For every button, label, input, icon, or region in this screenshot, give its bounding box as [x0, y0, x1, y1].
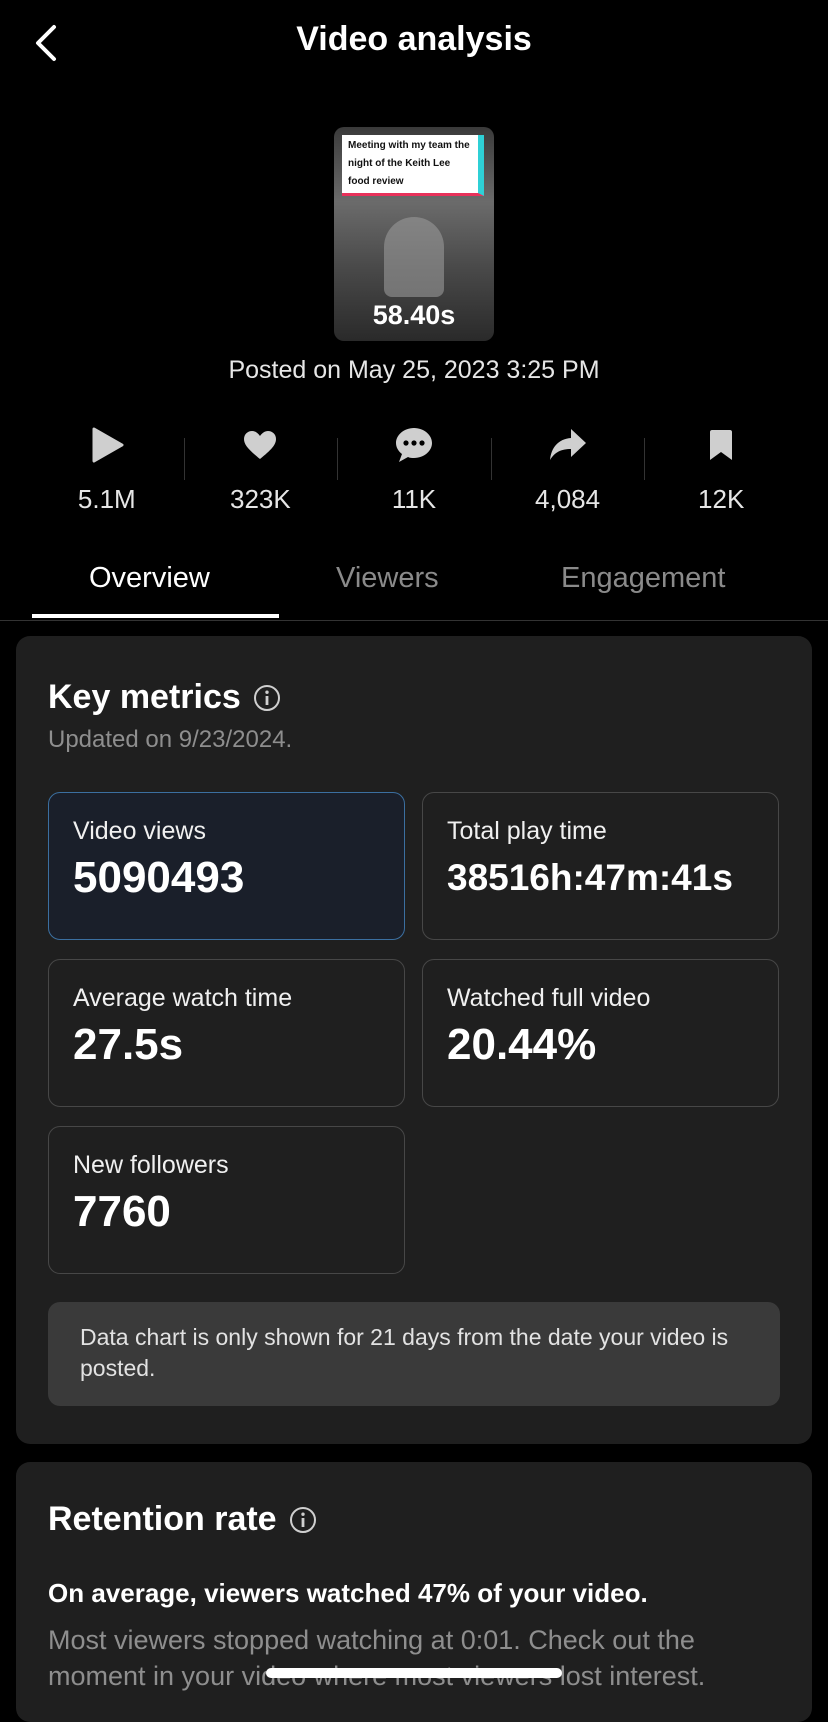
metric-label: New followers: [73, 1151, 229, 1179]
chevron-left-icon: [36, 25, 56, 61]
section-title: Key metrics: [48, 678, 281, 717]
back-button[interactable]: [26, 20, 66, 66]
retention-title: Retention rate: [48, 1500, 277, 1538]
metric-label: Video views: [73, 817, 206, 845]
metric-new-followers[interactable]: New followers 7760: [48, 1126, 405, 1274]
metric-value: 27.5s: [73, 1020, 184, 1069]
info-icon[interactable]: [289, 1506, 317, 1534]
metric-value: 5090493: [73, 853, 245, 902]
stat-value: 5.1M: [77, 484, 136, 514]
page-title: Video analysis: [296, 20, 532, 58]
tab-viewers[interactable]: Viewers: [336, 562, 439, 594]
stat-views: 5.1M: [30, 420, 184, 520]
stat-value: 323K: [230, 484, 291, 514]
posted-date: Posted on May 25, 2023 3:25 PM: [228, 356, 600, 384]
key-metrics-title: Key metrics: [48, 678, 241, 716]
thumbnail-image: [384, 217, 444, 297]
share-icon: [491, 420, 645, 470]
stat-value: 12K: [698, 484, 745, 514]
metric-label: Watched full video: [447, 984, 651, 1012]
stat-likes: 323K: [183, 420, 338, 520]
home-indicator: [266, 1668, 562, 1678]
tab-overview[interactable]: Overview: [89, 562, 210, 594]
heart-icon: [184, 420, 338, 470]
video-thumbnail[interactable]: Meeting with my team the night of the Ke…: [334, 127, 494, 341]
retention-summary: On average, viewers watched 47% of your …: [48, 1578, 648, 1608]
tab-engagement[interactable]: Engagement: [561, 562, 726, 594]
video-duration: 58.40s: [372, 300, 456, 330]
metric-total-play-time[interactable]: Total play time 38516h:47m:41s: [422, 792, 779, 940]
active-tab-indicator: [32, 614, 279, 618]
comment-icon: [337, 420, 491, 470]
metric-video-views[interactable]: Video views 5090493: [48, 792, 405, 940]
metric-value: 20.44%: [447, 1020, 597, 1069]
stat-comments: 11K: [337, 420, 491, 520]
stat-value: 11K: [391, 484, 437, 514]
key-metrics-card: Key metrics Updated on 9/23/2024. Video …: [16, 636, 812, 1444]
metric-watched-full-video[interactable]: Watched full video 20.44%: [422, 959, 779, 1107]
retention-description: Most viewers stopped watching at 0:01. C…: [48, 1625, 706, 1691]
tab-bar: Overview Viewers Engagement: [0, 550, 828, 621]
metric-value: 38516h:47m:41s: [447, 857, 733, 898]
info-icon[interactable]: [253, 684, 281, 712]
thumbnail-caption: Meeting with my team the night of the Ke…: [342, 135, 484, 196]
stat-shares: 4,084: [490, 420, 645, 520]
stat-value: 4,084: [535, 484, 601, 514]
header: Video analysis: [0, 0, 828, 88]
retention-card: Retention rate On average, viewers watch…: [16, 1462, 812, 1722]
data-chart-note: Data chart is only shown for 21 days fro…: [48, 1302, 780, 1406]
metric-label: Total play time: [447, 817, 607, 845]
section-title: Retention rate: [48, 1500, 317, 1539]
metric-value: 7760: [73, 1187, 171, 1236]
bookmark-icon: [644, 420, 798, 470]
stat-saves: 12K: [644, 420, 798, 520]
updated-date: Updated on 9/23/2024.: [48, 726, 293, 753]
metric-label: Average watch time: [73, 984, 293, 1012]
metric-average-watch-time[interactable]: Average watch time 27.5s: [48, 959, 405, 1107]
stats-row: 5.1M 323K 11K 4,084 12K: [30, 420, 798, 520]
play-icon: [30, 420, 184, 470]
